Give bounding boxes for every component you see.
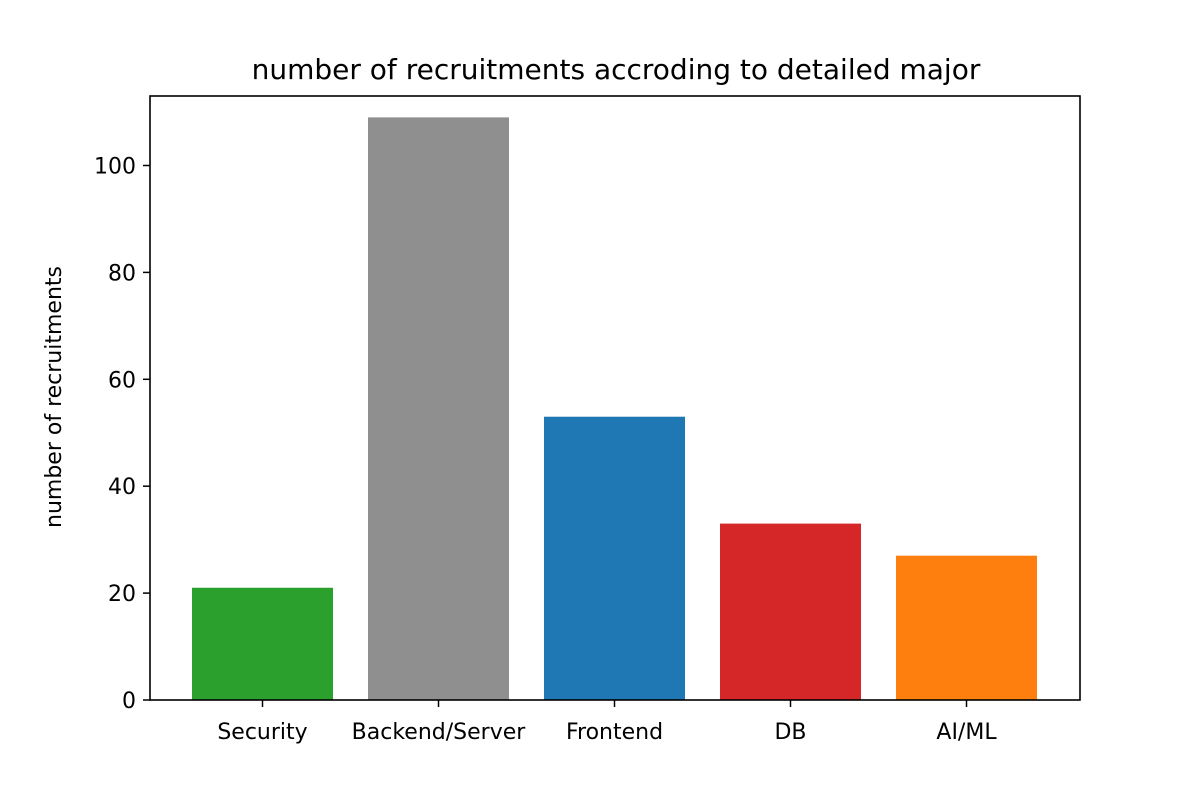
bars-group [192,117,1037,700]
y-tick-label: 80 [108,261,136,286]
y-tick-label: 40 [108,475,136,500]
y-axis-label: number of recruitments [42,266,67,528]
bar-db [720,523,861,700]
x-tick-label: Security [217,720,307,745]
x-tick-label: AI/ML [936,720,997,745]
x-tick-label: Backend/Server [352,720,527,745]
x-tick-label: DB [774,720,806,745]
y-axis: 0 20 40 60 80 100 [94,154,150,714]
y-tick-label: 0 [122,689,136,714]
bar-security [192,587,333,700]
plot-frame [149,95,1081,701]
y-tick-label: 100 [94,154,136,179]
y-tick-label: 60 [108,368,136,393]
bar-ai-ml [896,555,1037,700]
chart-title: number of recruitments accroding to deta… [252,53,981,86]
bar-backend-server [368,117,509,700]
y-tick-label: 20 [108,582,136,607]
x-tick-label: Frontend [566,720,663,745]
bar-frontend [544,416,685,700]
x-axis: Security Backend/Server Frontend DB AI/ML [217,700,997,745]
